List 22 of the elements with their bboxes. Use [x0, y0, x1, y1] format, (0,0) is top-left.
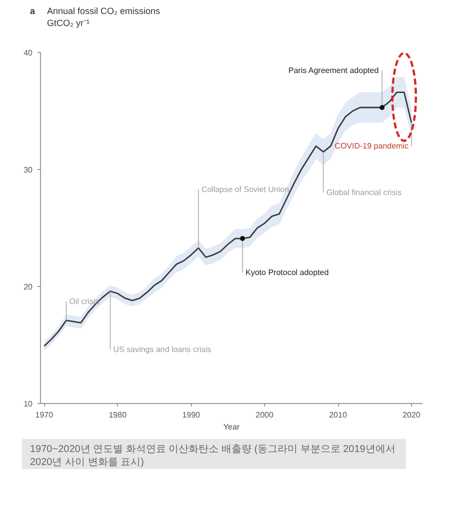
y-axis-title: GtCO₂ yr⁻¹	[47, 18, 90, 28]
x-axis-title: Year	[223, 422, 240, 432]
annotation: Oil crisis	[69, 296, 100, 306]
y-tick-label: 30	[24, 166, 34, 174]
chart-title: Annual fossil CO₂ emissions	[47, 6, 160, 16]
x-tick-label: 1990	[182, 410, 201, 420]
annotation: COVID-19 pandemic	[334, 142, 408, 151]
annotation: Collapse of Soviet Union	[201, 184, 290, 194]
y-tick-label: 10	[24, 400, 34, 408]
text: 1970~2020년 연도별 화석연료 이산화탄소 배출량 (동그라미 부분으로 2019년에서 2020년 사이 변화를 표시)	[30, 443, 396, 469]
annotation: Global financial crisis	[326, 188, 402, 197]
y-tick-label: 20	[24, 282, 34, 292]
annotation: US savings and loans crisis	[113, 345, 212, 354]
x-tick-label: 2000	[256, 410, 274, 420]
text: a	[30, 6, 36, 16]
x-tick-label: 1970	[35, 410, 54, 420]
annotation: Paris Agreement adopted	[288, 66, 379, 75]
y-tick-label: 40	[24, 48, 34, 58]
x-tick-label: 1980	[108, 410, 128, 420]
x-tick-label: 2010	[329, 410, 348, 420]
annotation: Kyoto Protocol adopted	[246, 268, 329, 278]
x-tick-label: 2020	[402, 410, 421, 420]
